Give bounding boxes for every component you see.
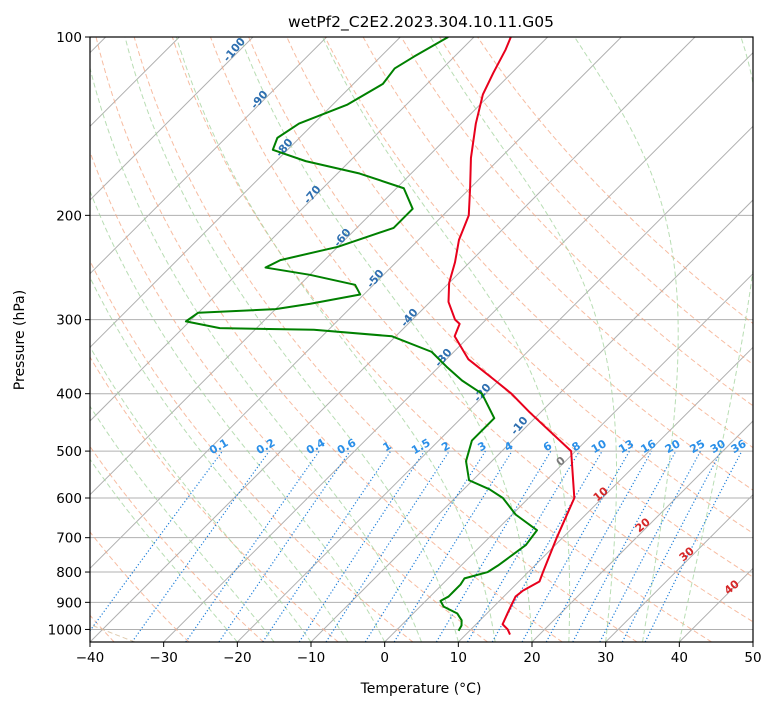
isotherm-line bbox=[237, 37, 775, 642]
x-tick-label: −20 bbox=[223, 650, 252, 666]
mixing-ratio-label: 13 bbox=[616, 437, 636, 456]
moist-adiabat-label: 30 bbox=[677, 544, 697, 564]
y-tick-label: 700 bbox=[56, 531, 82, 547]
mixing-ratio-label: 3 bbox=[475, 439, 488, 454]
y-tick-label: 400 bbox=[56, 387, 82, 403]
sounding-series bbox=[186, 37, 574, 635]
mixing-ratio-label: 16 bbox=[639, 437, 659, 456]
moist-adiabat-line bbox=[322, 37, 569, 642]
dry-adiabat-line bbox=[134, 37, 637, 642]
moist-adiabat-line bbox=[0, 37, 311, 642]
mixing-ratio-label: 36 bbox=[729, 437, 749, 456]
y-tick-label: 100 bbox=[56, 30, 82, 46]
y-tick-label: 300 bbox=[56, 313, 82, 329]
dry-adiabat-line bbox=[439, 37, 775, 642]
x-tick-label: −10 bbox=[297, 650, 326, 666]
mixing-ratio-label: 10 bbox=[589, 437, 609, 456]
x-tick-label: −40 bbox=[76, 650, 105, 666]
mixing-ratio-line bbox=[326, 451, 449, 642]
isotherm-line bbox=[0, 37, 400, 642]
mixing-ratio-label: 0.1 bbox=[207, 436, 230, 457]
dry-adiabat-label: -90 bbox=[248, 88, 271, 112]
mixing-ratio-line bbox=[573, 451, 676, 642]
mixing-ratio-label: 30 bbox=[708, 437, 728, 456]
mixing-ratio-line bbox=[263, 451, 391, 642]
x-tick-label: 10 bbox=[450, 650, 467, 666]
isotherm-line bbox=[753, 37, 775, 642]
moist-adiabat-line bbox=[83, 37, 422, 642]
dry-adiabat-line bbox=[0, 37, 189, 642]
dry-adiabat-label: -10 bbox=[508, 414, 531, 438]
plot-frame bbox=[90, 37, 753, 642]
dry-adiabat-line bbox=[58, 37, 488, 642]
isotherm-line bbox=[385, 37, 775, 642]
mixing-ratio-label: 0.2 bbox=[254, 436, 277, 457]
dry-adiabat-line bbox=[0, 37, 264, 642]
mixing-ratio-line bbox=[622, 451, 721, 642]
moist-adiabat-label: 20 bbox=[633, 515, 653, 535]
mixing-ratio-label: 25 bbox=[688, 437, 708, 456]
mixing-ratio-label: 4 bbox=[502, 439, 515, 454]
dry-adiabat-line bbox=[20, 37, 413, 642]
moist-adiabat-line bbox=[0, 37, 237, 642]
x-tick-label: 30 bbox=[597, 650, 614, 666]
moist-adiabat-line bbox=[575, 37, 679, 642]
dry-adiabat-label: -100 bbox=[220, 35, 248, 65]
x-tick-label: −30 bbox=[149, 650, 178, 666]
isotherm-line bbox=[458, 37, 775, 642]
moist-adiabat-line bbox=[17, 37, 348, 642]
mixing-ratio-label: 20 bbox=[663, 437, 683, 456]
isotherm-line bbox=[0, 37, 253, 642]
x-axis-label: Temperature (°C) bbox=[360, 681, 482, 697]
dry-adiabat-label: -70 bbox=[301, 183, 324, 207]
mixing-ratio-label: 6 bbox=[541, 439, 554, 454]
mixing-ratio-line bbox=[299, 451, 424, 642]
isotherm-line bbox=[90, 37, 695, 642]
isotherm-line bbox=[311, 37, 775, 642]
moist-adiabat-line bbox=[0, 37, 274, 642]
chart-title: wetPf2_C2E2.2023.304.10.11.G05 bbox=[288, 13, 554, 32]
isotherm-line bbox=[0, 37, 327, 642]
moist-adiabat-line bbox=[176, 37, 495, 642]
x-tick-label: 20 bbox=[523, 650, 540, 666]
moist-adiabat-line bbox=[431, 37, 617, 642]
y-tick-label: 800 bbox=[56, 565, 82, 581]
y-tick-label: 500 bbox=[56, 444, 82, 460]
mixing-ratio-label: 0.6 bbox=[335, 436, 359, 457]
mixing-ratio-line bbox=[394, 451, 512, 642]
y-tick-label: 1000 bbox=[48, 622, 82, 638]
mixing-ratio-label: 2 bbox=[439, 439, 452, 454]
dry-adiabat-label: -20 bbox=[471, 381, 494, 405]
isotherm-line bbox=[16, 37, 621, 642]
x-tick-label: 0 bbox=[380, 650, 389, 666]
dry-adiabat-label: -30 bbox=[432, 346, 455, 370]
y-tick-label: 200 bbox=[56, 208, 82, 224]
y-axis-label: Pressure (hPa) bbox=[12, 290, 28, 390]
dry-adiabat-line bbox=[0, 37, 338, 642]
background-lines bbox=[0, 37, 775, 642]
mixing-ratio-line bbox=[436, 451, 550, 642]
y-tick-label: 600 bbox=[56, 491, 82, 507]
x-tick-label: 50 bbox=[744, 650, 761, 666]
mixing-ratio-label: 1.5 bbox=[409, 436, 432, 457]
mixing-ratio-label: 1 bbox=[381, 439, 394, 454]
x-tick-label: 40 bbox=[671, 650, 688, 666]
dry-adiabat-label: -50 bbox=[364, 267, 387, 291]
moist-adiabat-label: 40 bbox=[722, 577, 742, 597]
mixing-ratio-line bbox=[219, 451, 350, 642]
y-tick-label: 900 bbox=[56, 595, 82, 611]
